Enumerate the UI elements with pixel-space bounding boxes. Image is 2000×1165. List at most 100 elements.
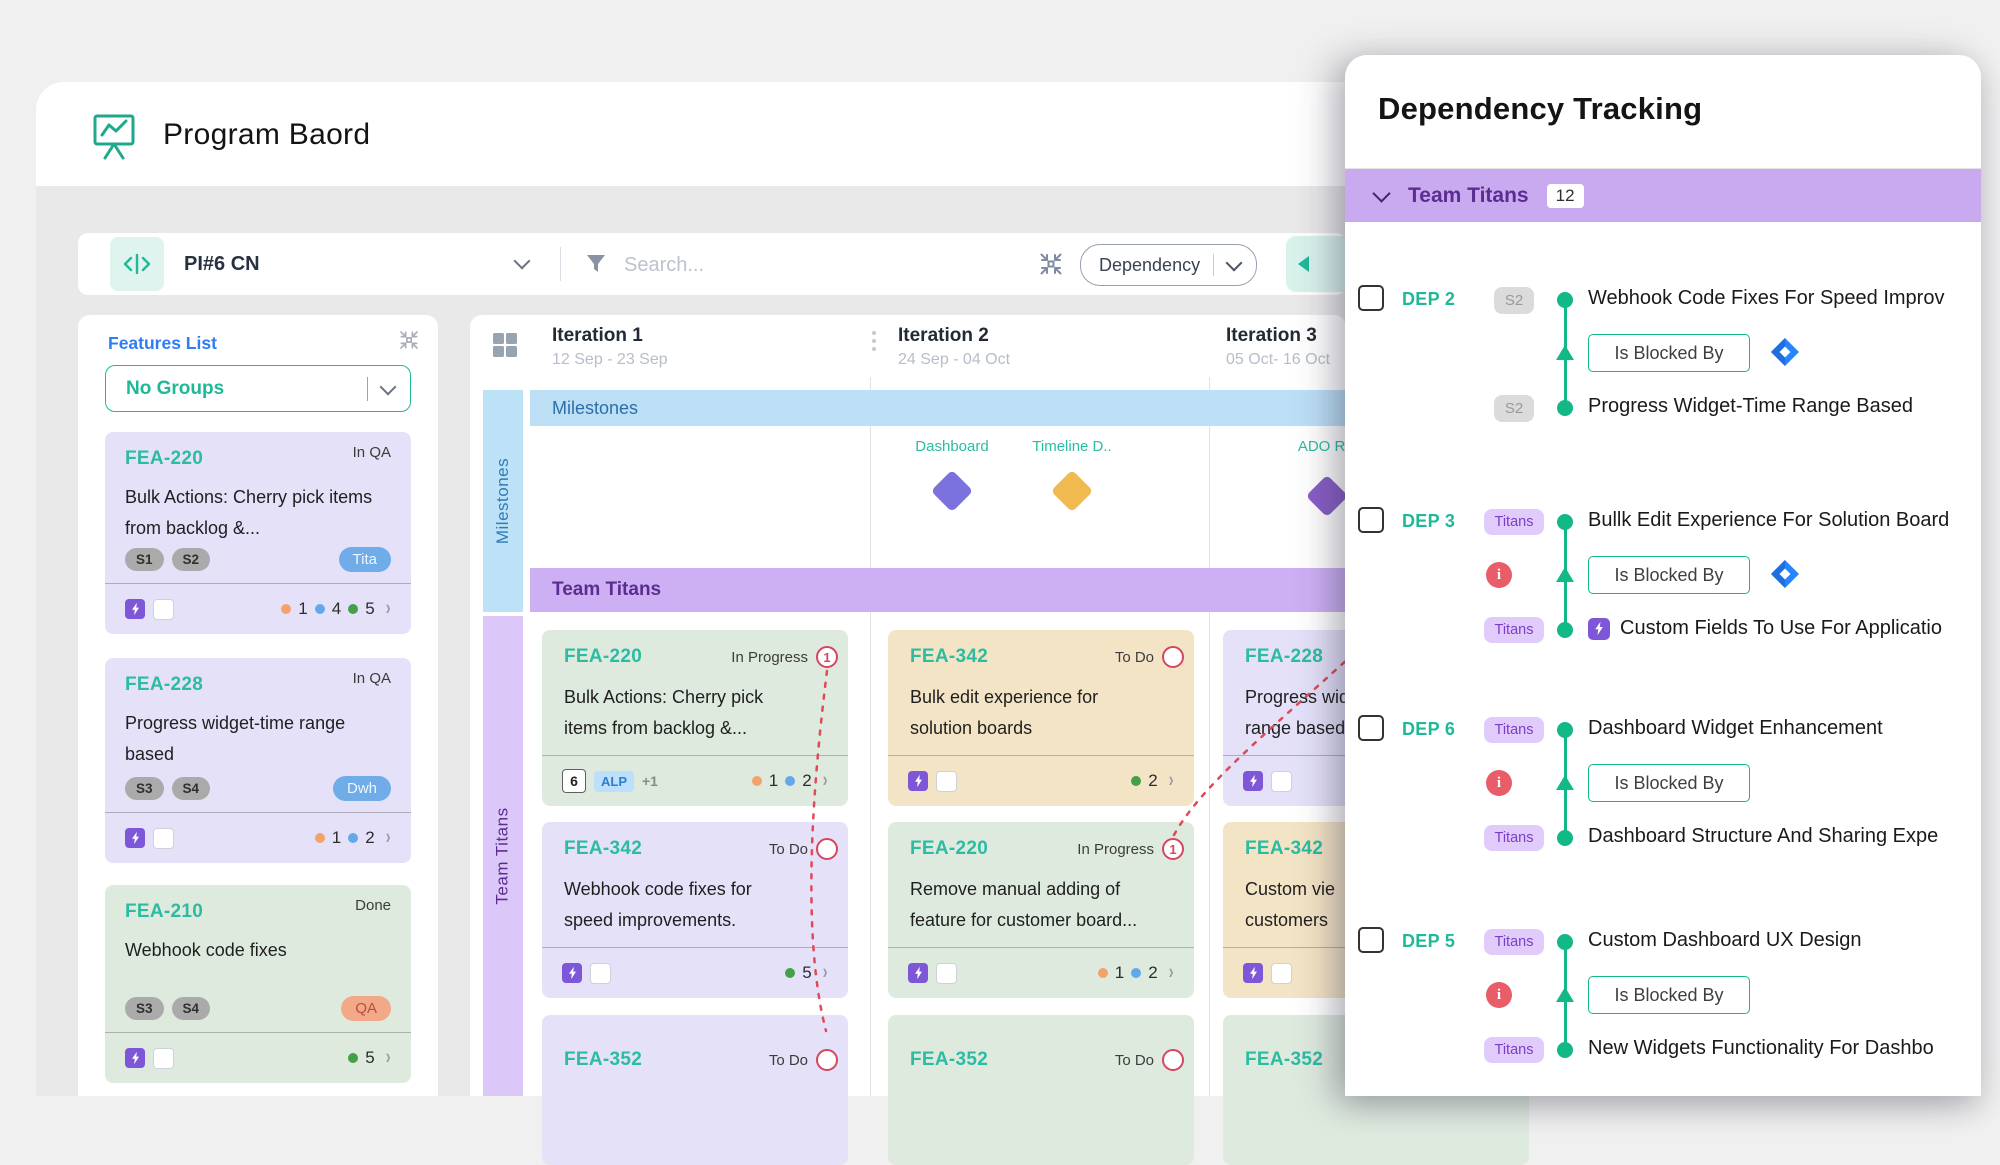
arrow-up-icon: [1556, 987, 1574, 1002]
alert-icon[interactable]: i: [1486, 562, 1512, 588]
source-feature-title[interactable]: Webhook Code Fixes For Speed Improv: [1588, 287, 1945, 309]
kebab-menu-icon[interactable]: [872, 331, 876, 351]
search-input[interactable]: [622, 247, 956, 283]
feature-id[interactable]: FEA-342: [1245, 838, 1324, 859]
feature-card[interactable]: FEA-220 In QA Bulk Actions: Cherry pick …: [105, 432, 411, 634]
card-checkbox[interactable]: [153, 1047, 174, 1069]
sprint-chip: S2: [1493, 286, 1535, 314]
tag-chip: ALP: [594, 770, 634, 792]
feature-id[interactable]: FEA-342: [910, 646, 989, 667]
iteration-header[interactable]: Iteration 3: [1226, 325, 1317, 346]
card-checkbox[interactable]: [1271, 962, 1292, 984]
feature-id[interactable]: FEA-220: [910, 838, 989, 859]
feature-id[interactable]: FEA-210: [125, 901, 204, 922]
source-feature-title[interactable]: Custom Dashboard UX Design: [1588, 929, 1862, 951]
count-dot-green: [348, 604, 359, 614]
feature-card[interactable]: FEA-220 In Progress 1 Bulk Actions: Cher…: [542, 630, 848, 806]
milestone-label[interactable]: Dashboard: [915, 438, 989, 455]
feature-card[interactable]: FEA-352 To Do: [542, 1015, 848, 1165]
relation-type-box[interactable]: Is Blocked By: [1588, 764, 1750, 802]
dependency-checkbox[interactable]: [1358, 285, 1384, 311]
chevron-down-icon[interactable]: [1372, 184, 1391, 203]
feature-card[interactable]: FEA-352 To Do: [888, 1015, 1194, 1165]
expand-chevron-icon[interactable]: ›: [385, 596, 391, 620]
view-mode-select[interactable]: Dependency: [1080, 244, 1257, 286]
expand-chevron-icon[interactable]: ›: [385, 825, 391, 849]
chevron-down-icon[interactable]: [513, 252, 531, 270]
expand-chevron-icon[interactable]: ›: [1168, 768, 1174, 792]
fit-view-icon[interactable]: [1038, 251, 1064, 282]
pi-selector-value[interactable]: PI#6 CN: [184, 252, 260, 275]
dependency-marker[interactable]: [1162, 646, 1184, 668]
card-checkbox[interactable]: [1271, 770, 1292, 792]
dependency-marker[interactable]: 1: [816, 646, 838, 668]
count-dot-orange: [751, 776, 762, 786]
arrow-up-icon: [1556, 775, 1574, 790]
feature-card[interactable]: FEA-220 In Progress 1 Remove manual addi…: [888, 822, 1194, 998]
expand-chevron-icon[interactable]: ›: [822, 768, 828, 792]
relation-type-box[interactable]: Is Blocked By: [1588, 976, 1750, 1014]
feature-id[interactable]: FEA-220: [564, 646, 643, 667]
lightning-icon: [562, 963, 582, 983]
feature-card[interactable]: FEA-228 In QA Progress widget-time range…: [105, 658, 411, 863]
source-feature-title[interactable]: Bullk Edit Experience For Solution Board: [1588, 509, 1950, 531]
card-checkbox[interactable]: [153, 598, 174, 620]
card-checkbox[interactable]: [590, 962, 611, 984]
milestones-row-header[interactable]: Milestones: [530, 390, 1346, 426]
dependency-checkbox[interactable]: [1358, 715, 1384, 741]
dependency-marker[interactable]: [1162, 1049, 1184, 1071]
card-footer: 2 ›: [888, 755, 1194, 806]
expand-chevron-icon[interactable]: ›: [1168, 960, 1174, 984]
feature-id[interactable]: FEA-352: [910, 1049, 989, 1070]
lightning-icon: [1243, 963, 1263, 983]
feature-id[interactable]: FEA-228: [125, 674, 204, 695]
feature-id[interactable]: FEA-220: [125, 448, 204, 469]
status-label: In Progress 1: [1077, 838, 1184, 860]
iteration-header[interactable]: Iteration 2: [898, 325, 989, 346]
story-counts: 1 2 ›: [314, 825, 391, 849]
team-row-header[interactable]: Team Titans: [530, 568, 1346, 612]
target-feature-title[interactable]: Progress Widget-Time Range Based: [1588, 395, 1913, 417]
card-checkbox[interactable]: [153, 827, 174, 849]
iteration-header[interactable]: Iteration 1: [552, 325, 643, 346]
expand-chevron-icon[interactable]: ›: [385, 1045, 391, 1069]
feature-id[interactable]: FEA-352: [1245, 1049, 1324, 1070]
group-by-select[interactable]: No Groups: [105, 365, 411, 412]
dependency-marker[interactable]: [816, 838, 838, 860]
team-chip: Titans: [1483, 1037, 1545, 1063]
fit-view-icon[interactable]: [398, 329, 420, 356]
team-group-header[interactable]: Team Titans 12: [1345, 169, 1981, 222]
target-feature-title[interactable]: Dashboard Structure And Sharing Expe: [1588, 825, 1939, 847]
more-tags-label: +1: [642, 773, 658, 789]
dependency-marker[interactable]: [816, 1049, 838, 1071]
feature-id[interactable]: FEA-342: [564, 838, 643, 859]
relation-type-box[interactable]: Is Blocked By: [1588, 556, 1750, 594]
card-checkbox[interactable]: [936, 962, 957, 984]
card-checkbox[interactable]: [936, 770, 957, 792]
milestone-label[interactable]: ADO Ris: [1297, 438, 1357, 455]
feature-id[interactable]: FEA-352: [564, 1049, 643, 1070]
source-feature-title[interactable]: Dashboard Widget Enhancement: [1588, 717, 1883, 739]
target-feature-title[interactable]: Custom Fields To Use For Applicatio: [1588, 617, 1942, 640]
jira-icon[interactable]: [1769, 558, 1801, 595]
sprint-chip: S3: [125, 777, 164, 800]
jira-icon[interactable]: [1769, 336, 1801, 373]
target-feature-title[interactable]: New Widgets Functionality For Dashbo: [1588, 1037, 1934, 1059]
collapse-sidebar-button[interactable]: [110, 237, 164, 291]
filter-icon: [584, 252, 608, 281]
relation-type-box[interactable]: Is Blocked By: [1588, 334, 1750, 372]
alert-icon[interactable]: i: [1486, 982, 1512, 1008]
milestone-label[interactable]: Timeline D..: [1032, 438, 1112, 455]
feature-id[interactable]: FEA-228: [1245, 646, 1324, 667]
alert-icon[interactable]: i: [1486, 770, 1512, 796]
feature-card[interactable]: FEA-342 To Do Webhook code fixes for spee…: [542, 822, 848, 998]
expand-chevron-icon[interactable]: ›: [822, 960, 828, 984]
grid-view-icon[interactable]: [492, 332, 518, 363]
feature-card[interactable]: FEA-342 To Do Bulk edit experience for so…: [888, 630, 1194, 806]
dependency-checkbox[interactable]: [1358, 507, 1384, 533]
dependency-checkbox[interactable]: [1358, 927, 1384, 953]
milestones-row-vertical-label: Milestones: [483, 390, 523, 612]
feature-card[interactable]: FEA-210 Done Webhook code fixes S3 S4 QA…: [105, 885, 411, 1083]
dependency-marker[interactable]: 1: [1162, 838, 1184, 860]
dependency-node-dot: [1557, 934, 1573, 950]
